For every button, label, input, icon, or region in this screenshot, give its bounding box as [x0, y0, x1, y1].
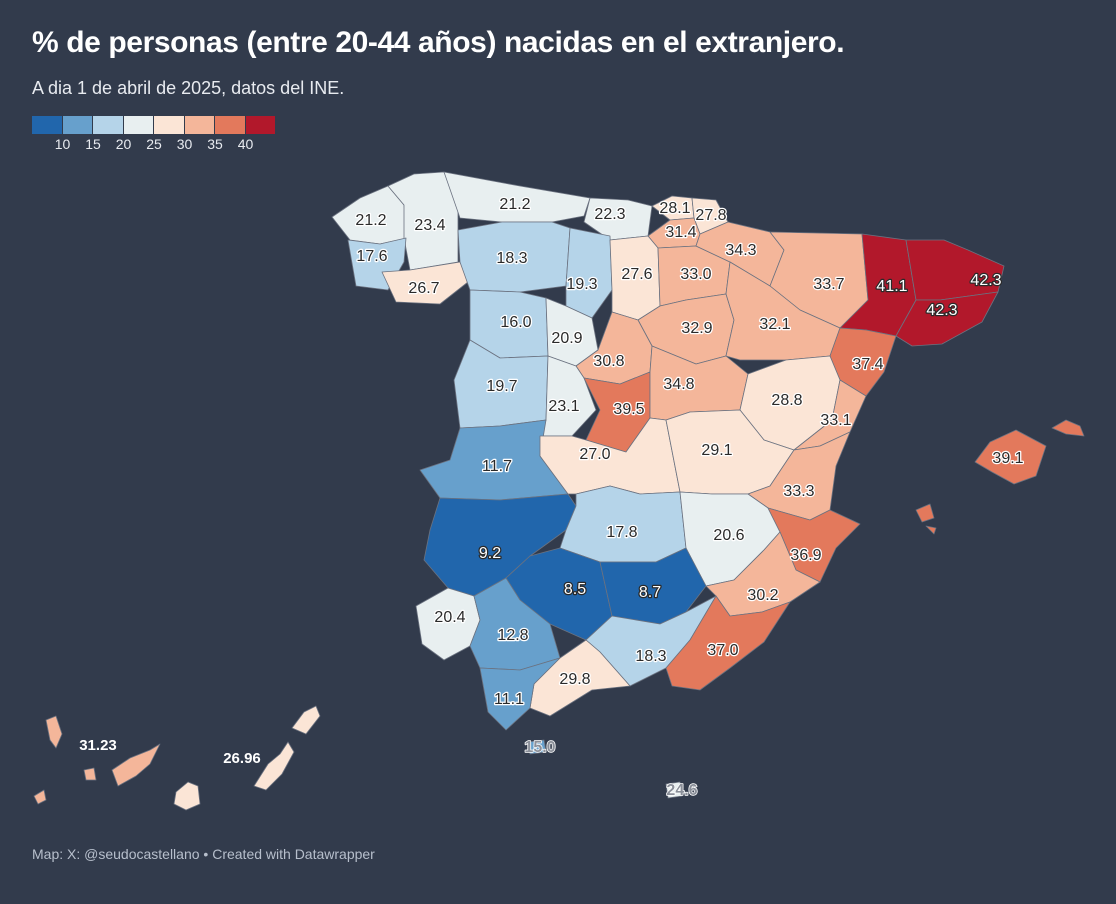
legend-ticks: 10 15 20 25 30 35 40: [32, 134, 276, 154]
value-label: 39.1: [992, 450, 1023, 467]
legend-tick-label: 25: [146, 136, 162, 152]
province-region: [915, 503, 935, 523]
value-label: 31.23: [79, 737, 117, 754]
legend-tick-label: 20: [115, 136, 132, 152]
color-legend: 10 15 20 25 30 35 40: [32, 116, 276, 154]
value-label: 9.2: [479, 545, 501, 562]
province-region: [111, 743, 161, 787]
value-label: 39.5: [613, 401, 644, 418]
province-region: [479, 657, 561, 731]
value-label: 20.4: [434, 609, 465, 626]
value-label: 19.3: [566, 276, 597, 293]
value-label: 30.2: [747, 587, 778, 604]
value-label: 26.7: [408, 280, 439, 297]
value-label: 8.7: [639, 584, 661, 601]
province-region: [33, 789, 47, 805]
value-label: 34.3: [725, 242, 756, 259]
map-title: % de personas (entre 20-44 años) nacidas…: [32, 26, 845, 59]
legend-swatch: [215, 116, 246, 134]
province-region: [895, 291, 999, 347]
value-label: 36.9: [790, 547, 821, 564]
legend-swatch: [123, 116, 154, 134]
value-label: 33.3: [783, 483, 814, 500]
province-region: [665, 595, 791, 691]
value-label: 20.6: [713, 527, 744, 544]
value-label: 21.2: [355, 212, 386, 229]
value-label: 33.0: [680, 266, 711, 283]
value-label: 34.8: [663, 376, 694, 393]
province-region: [925, 525, 937, 535]
legend-swatch: [184, 116, 215, 134]
value-label: 12.8: [497, 627, 528, 644]
value-label: 29.1: [701, 442, 732, 459]
province-region: [173, 781, 201, 811]
province-region: [443, 171, 591, 223]
legend-swatch: [62, 116, 93, 134]
province-region: [974, 429, 1047, 485]
value-label: 23.4: [414, 217, 445, 234]
province-region: [665, 781, 683, 799]
legend-tick-label: 15: [85, 136, 101, 152]
value-labels: 21.2 23.4 17.6 26.7 21.2 22.3 28.1 27.8 …: [79, 195, 1025, 800]
value-label: 11.1: [494, 691, 524, 708]
legend-tick-label: 35: [207, 136, 223, 152]
province-region: [45, 715, 63, 749]
value-label: 17.8: [606, 524, 637, 541]
legend-swatch: [32, 116, 63, 134]
value-label: 18.3: [496, 250, 527, 267]
value-label: 28.8: [771, 392, 802, 409]
value-label: 20.9: [551, 330, 582, 347]
value-label: 42.3: [970, 272, 1001, 289]
value-label: 42.3: [926, 302, 957, 319]
value-label: 8.5: [564, 581, 586, 598]
legend-swatch: [154, 116, 185, 134]
legend-tick-label: 30: [176, 136, 193, 152]
value-label: 11.7: [482, 458, 512, 475]
value-label: 26.96: [223, 750, 261, 767]
province-region: [905, 239, 1005, 301]
province-region: [83, 767, 97, 781]
value-label: 37.0: [707, 642, 738, 659]
value-label: 21.2: [499, 196, 530, 213]
legend-swatch: [245, 116, 276, 134]
value-label: 27.8: [695, 207, 726, 224]
value-label: 41.1: [876, 278, 907, 295]
value-label: 28.1: [659, 200, 690, 217]
value-label: 23.1: [548, 398, 579, 415]
value-label: 32.9: [681, 320, 712, 337]
province-region: [253, 741, 295, 791]
value-label: 33.7: [813, 276, 844, 293]
province-region: [1051, 419, 1085, 437]
value-label: 16.0: [500, 314, 531, 331]
province-region: [291, 705, 321, 735]
value-label: 22.3: [594, 206, 625, 223]
legend-tick-label: 40: [237, 136, 254, 152]
province-region: [565, 227, 613, 319]
value-label: 29.8: [559, 671, 590, 688]
value-label: 19.7: [486, 378, 517, 395]
province-region: [527, 739, 547, 755]
value-label: 31.4: [665, 224, 696, 241]
value-label: 27.6: [621, 266, 652, 283]
value-label: 32.1: [759, 316, 790, 333]
legend-tick-label: 10: [54, 136, 71, 152]
value-label: 15.0: [524, 739, 555, 756]
value-label: 17.6: [356, 248, 387, 265]
value-label: 33.1: [820, 412, 851, 429]
map-credit: Map: X: @seudocastellano • Created with …: [32, 846, 375, 862]
value-label: 37.4: [852, 356, 883, 373]
legend-color-bar: [32, 116, 276, 134]
value-label: 30.8: [593, 353, 624, 370]
value-label: 27.0: [579, 446, 610, 463]
map-subtitle: A dia 1 de abril de 2025, datos del INE.: [32, 78, 345, 98]
value-label: 24.6: [666, 782, 697, 799]
legend-swatch: [93, 116, 124, 134]
value-label: 18.3: [635, 648, 666, 665]
